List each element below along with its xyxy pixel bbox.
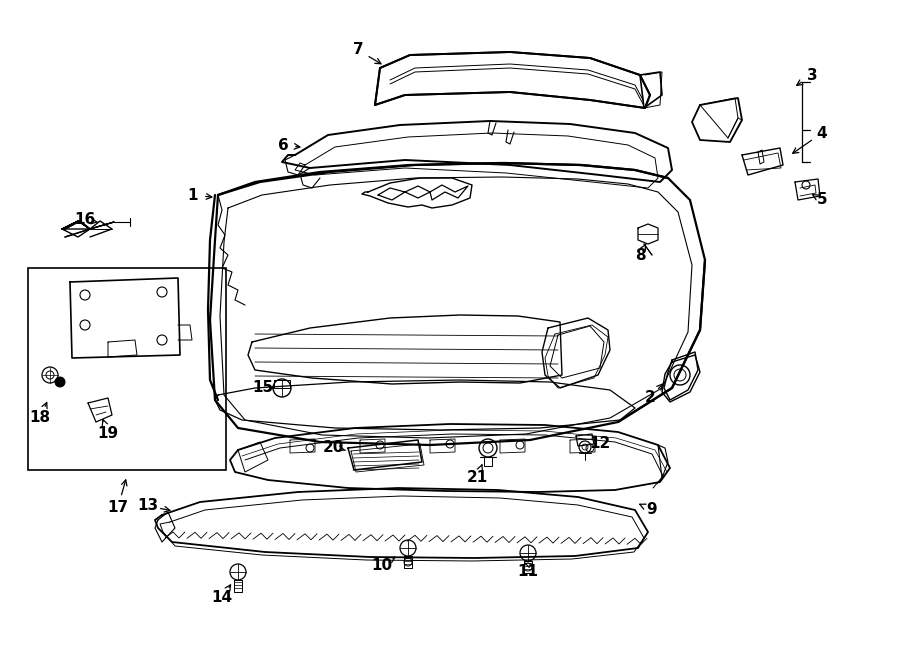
Text: 13: 13 (138, 498, 158, 514)
Text: 9: 9 (647, 502, 657, 518)
Text: 12: 12 (590, 436, 610, 451)
Text: 20: 20 (322, 440, 344, 455)
Text: 10: 10 (372, 557, 392, 572)
Text: 14: 14 (212, 590, 232, 605)
Text: 7: 7 (353, 42, 364, 58)
Text: 18: 18 (30, 410, 50, 426)
Circle shape (55, 377, 65, 387)
Text: 15: 15 (252, 381, 274, 395)
Text: 21: 21 (466, 469, 488, 485)
Text: 6: 6 (277, 137, 288, 153)
Text: 4: 4 (816, 126, 827, 141)
Text: 19: 19 (97, 426, 119, 440)
Text: 11: 11 (518, 564, 538, 580)
Text: 5: 5 (816, 192, 827, 208)
Text: 8: 8 (634, 247, 645, 262)
Text: 17: 17 (107, 500, 129, 514)
Bar (28, 268, 226, 470)
Text: 2: 2 (644, 391, 655, 405)
Text: 16: 16 (75, 212, 95, 227)
Text: 3: 3 (806, 67, 817, 83)
Text: 1: 1 (188, 188, 198, 202)
